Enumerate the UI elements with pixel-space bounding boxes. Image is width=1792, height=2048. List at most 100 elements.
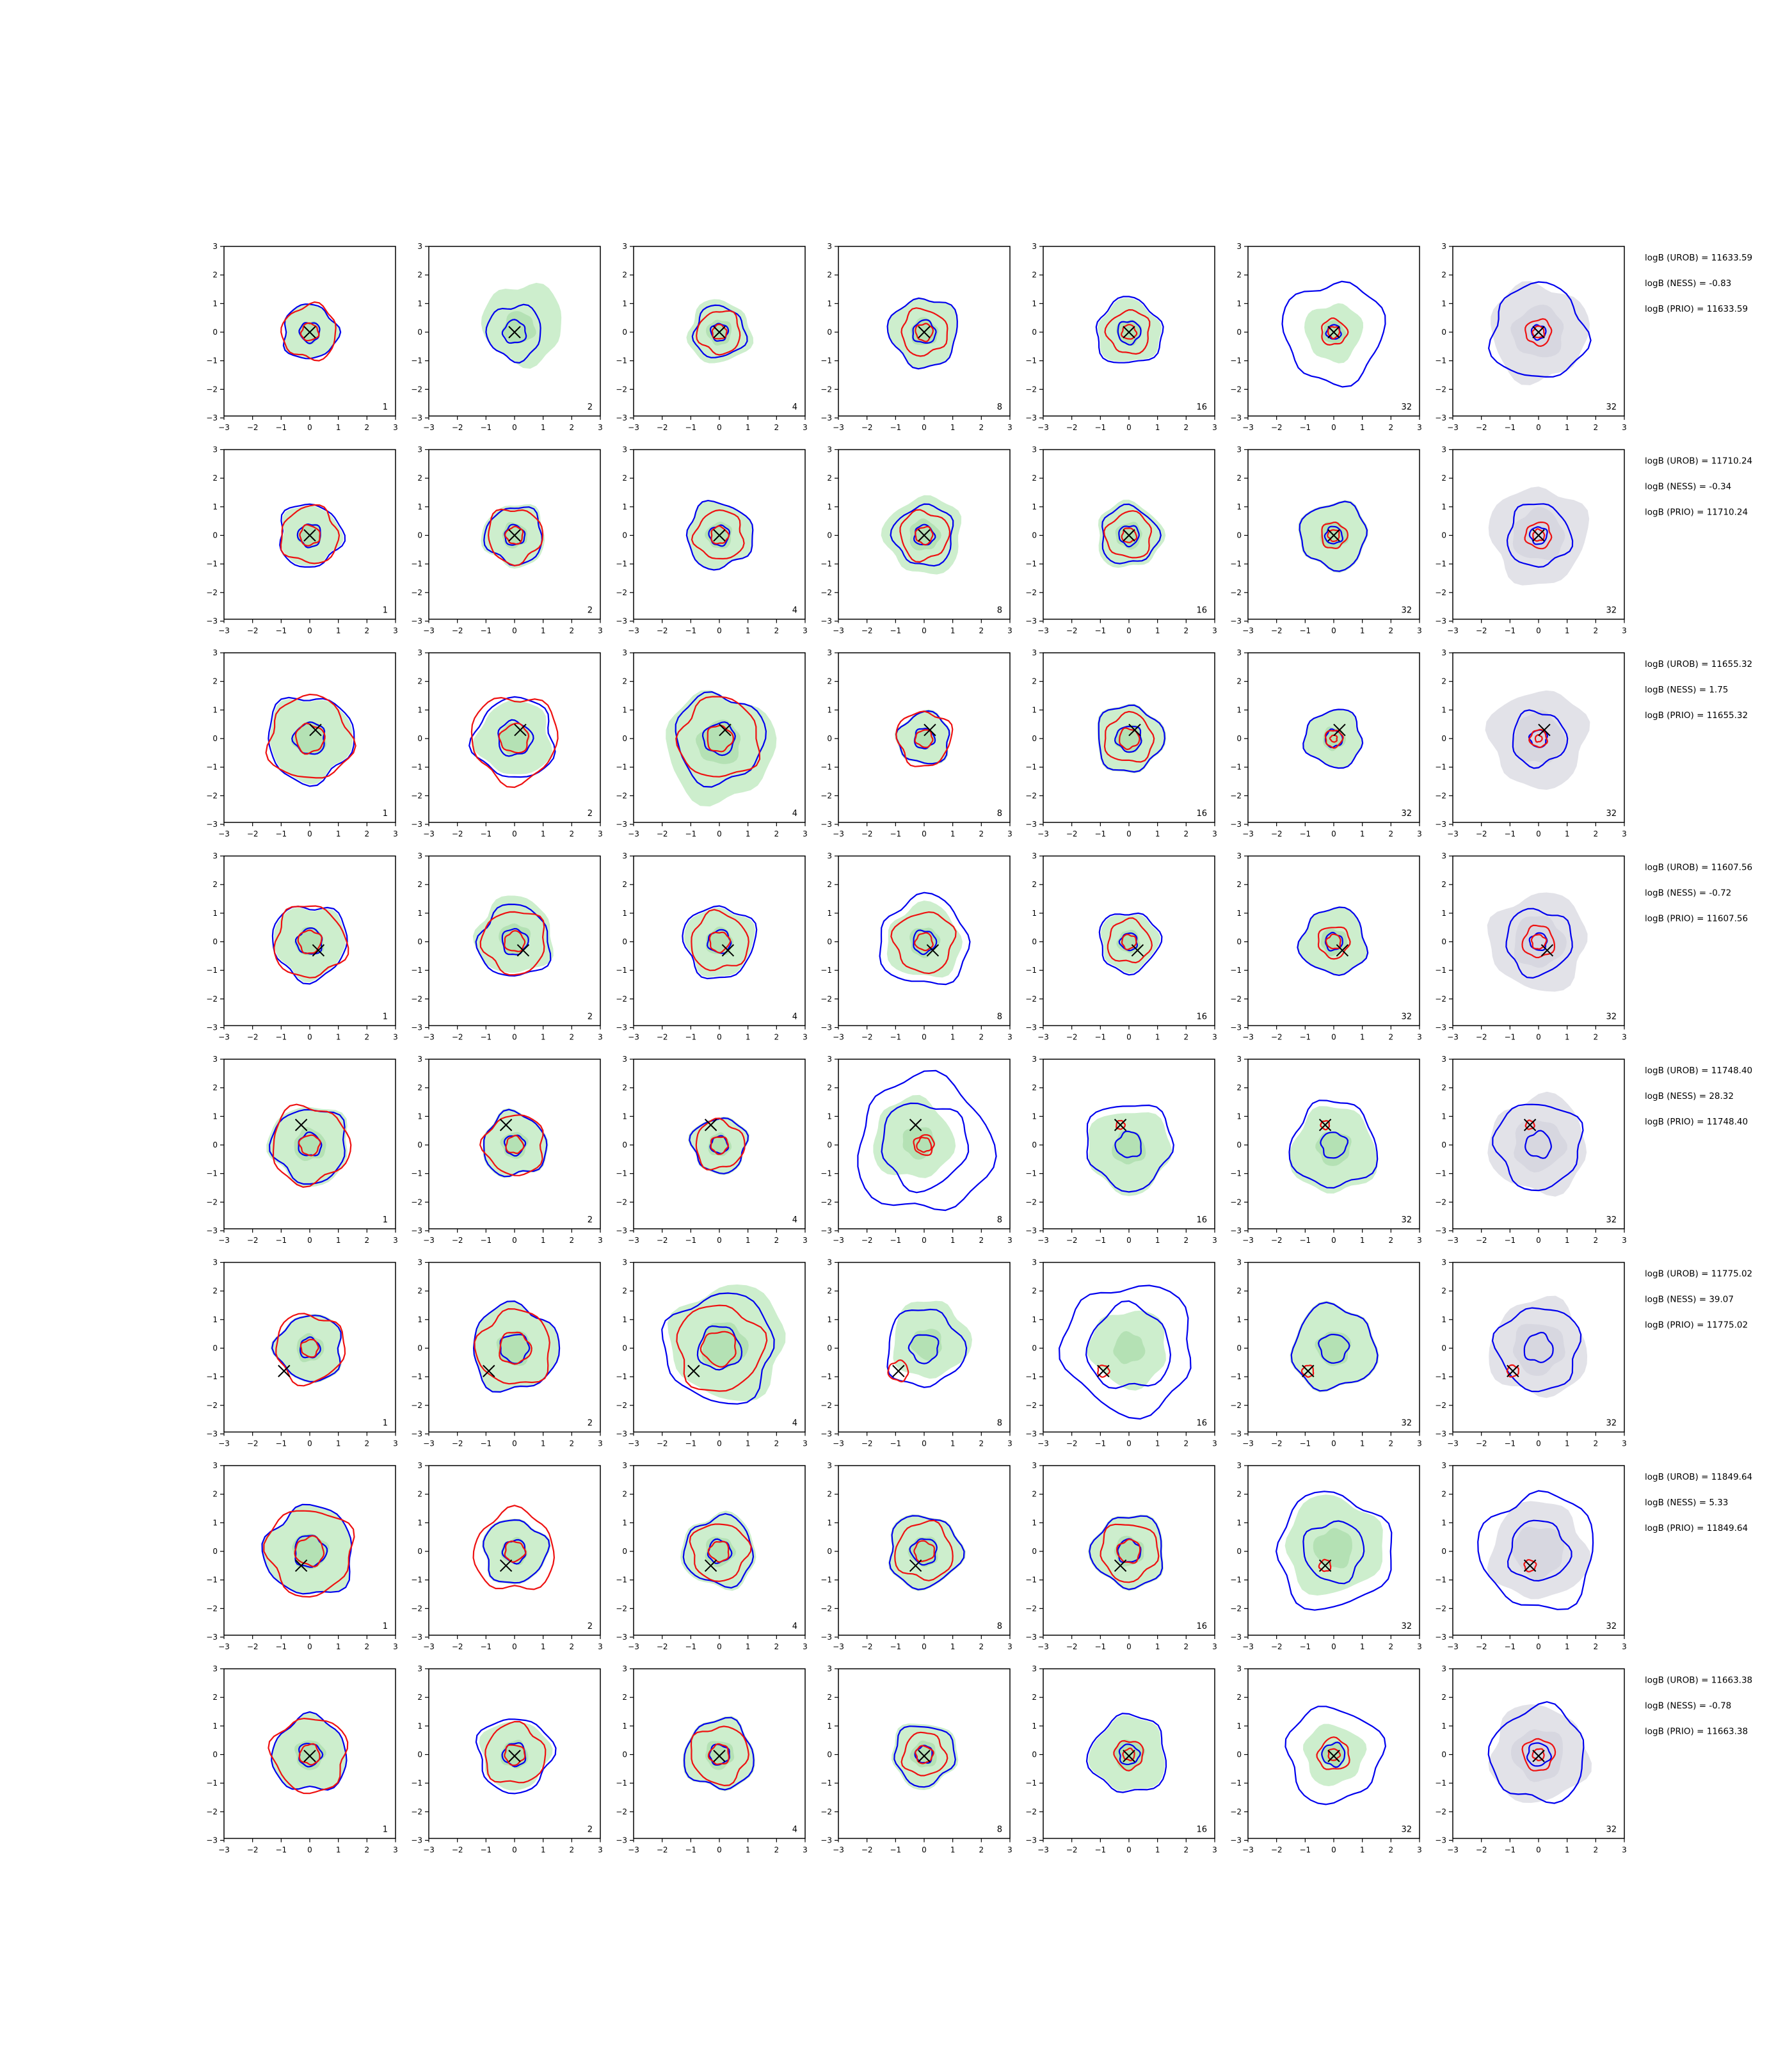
x-tick-label: −2	[1476, 1642, 1487, 1651]
x-tick-label: 3	[598, 1033, 603, 1042]
red-contour	[887, 1359, 909, 1383]
y-tick-label: −3	[616, 1633, 627, 1642]
x-tick-label: 0	[1536, 1439, 1541, 1448]
y-tick-label: −3	[616, 1023, 627, 1032]
x-tick-label: −1	[275, 1236, 287, 1245]
y-tick-label: 0	[212, 328, 218, 337]
x-tick-label: −3	[628, 1846, 639, 1855]
panel-index-label: 8	[997, 1012, 1002, 1022]
x-tick-label: −3	[833, 829, 844, 838]
blue-contour	[296, 523, 321, 548]
red-contour	[294, 723, 326, 755]
x-tick-label: 1	[746, 1642, 751, 1651]
y-tick-label: 2	[212, 271, 218, 280]
red-contour	[487, 508, 544, 566]
logB-annotation-r7: logB (UROB) = 11849.64 logB (NESS) = 5.33…	[1645, 1472, 1752, 1533]
x-tick-label: 1	[746, 1033, 751, 1042]
reference-region-inner	[291, 721, 327, 755]
x-tick-label: 0	[1126, 1846, 1132, 1855]
x-tick-label: 3	[598, 1846, 603, 1855]
x-tick-label: 3	[598, 423, 603, 432]
x-tick-label: −2	[1271, 829, 1283, 838]
x-tick-label: 1	[336, 1846, 341, 1855]
x-tick-label: −2	[1271, 1236, 1283, 1245]
truth-marker	[1131, 944, 1144, 957]
x-tick-label: −3	[423, 627, 435, 636]
truth-marker	[926, 944, 940, 957]
blue-contour	[1085, 1713, 1167, 1793]
y-tick-label: 0	[1441, 1750, 1446, 1759]
y-tick-label: −1	[1230, 1372, 1242, 1381]
blue-contour	[1288, 1100, 1379, 1189]
x-tick-label: −3	[423, 423, 435, 432]
y-tick-label: −3	[820, 1430, 832, 1439]
blue-contour	[1530, 324, 1547, 341]
x-tick-label: −1	[1094, 1033, 1106, 1042]
y-tick-label: 3	[212, 242, 218, 251]
x-tick-label: 0	[512, 1846, 517, 1855]
y-tick-label: 2	[1032, 1286, 1037, 1295]
blue-contour	[483, 506, 543, 566]
y-tick-label: 3	[1236, 1055, 1242, 1064]
y-tick-label: −1	[616, 1576, 627, 1585]
panel-index-label: 1	[383, 1419, 388, 1428]
x-tick-label: −3	[1242, 1642, 1254, 1651]
x-tick-label: −1	[1094, 1846, 1106, 1855]
y-tick-label: 2	[827, 1084, 832, 1092]
x-tick-label: 2	[570, 627, 575, 636]
red-contour	[1523, 1559, 1537, 1572]
y-tick-label: 0	[1236, 531, 1242, 540]
x-tick-label: −2	[861, 829, 873, 838]
red-contour	[1300, 1364, 1315, 1378]
y-tick-label: 0	[1236, 1547, 1242, 1556]
x-tick-label: 2	[774, 1642, 780, 1651]
y-tick-label: −2	[411, 385, 422, 394]
x-tick-label: 3	[1622, 423, 1627, 432]
y-tick-label: −2	[411, 1401, 422, 1410]
panel-r2-c7: −3−3 −2 −2 −1 −1 0 0 1 1 2 2 3 3 32	[1435, 445, 1627, 636]
y-tick-label: 3	[212, 852, 218, 861]
panel-r3-c7: −3−3 −2 −2 −1 −1 0 0 1 1 2 2 3 3 32	[1435, 648, 1627, 838]
y-tick-label: 3	[1032, 1258, 1037, 1267]
x-tick-label: −2	[1476, 627, 1487, 636]
y-tick-label: −3	[1230, 1023, 1242, 1032]
y-tick-label: 1	[1032, 1315, 1037, 1324]
panel-r5-c1: −3−3 −2 −2 −1 −1 0 0 1 1 2 2 3 3 1	[206, 1055, 398, 1245]
x-tick-label: −1	[685, 1846, 696, 1855]
x-tick-label: 0	[717, 423, 722, 432]
red-contour	[479, 1114, 544, 1176]
y-tick-label: −1	[1230, 1576, 1242, 1585]
y-tick-label: 0	[1032, 531, 1037, 540]
y-tick-label: 3	[622, 445, 627, 454]
x-tick-label: −1	[1504, 1236, 1516, 1245]
y-tick-label: 3	[417, 852, 422, 861]
x-tick-label: −1	[890, 829, 901, 838]
y-tick-label: 1	[417, 1315, 422, 1324]
panel-index-label: 8	[997, 1419, 1002, 1428]
panel-index-label: 1	[383, 1825, 388, 1835]
x-tick-label: 3	[1007, 1642, 1012, 1651]
blue-contour	[912, 319, 937, 344]
y-tick-label: −2	[820, 1807, 832, 1816]
blue-contour	[298, 1131, 323, 1156]
y-tick-label: 0	[212, 1140, 218, 1149]
panel-r7-c3: −3−3 −2 −2 −1 −1 0 0 1 1 2 2 3 3 4	[616, 1461, 808, 1651]
x-tick-label: −1	[1094, 1642, 1106, 1651]
x-tick-label: 2	[1594, 1846, 1599, 1855]
y-tick-label: −2	[206, 588, 218, 597]
red-contour	[915, 525, 934, 546]
y-tick-label: −3	[820, 617, 832, 626]
prior-region-inner	[1514, 1119, 1567, 1172]
y-tick-label: 3	[1441, 242, 1446, 251]
y-tick-label: 0	[1441, 328, 1446, 337]
y-tick-label: −1	[1025, 966, 1037, 975]
x-tick-label: 1	[1360, 423, 1365, 432]
x-tick-label: 0	[717, 1033, 722, 1042]
logB-annotation-r1: logB (UROB) = 11633.59 logB (NESS) = -0.8…	[1645, 253, 1752, 314]
x-tick-label: 0	[922, 1236, 927, 1245]
y-tick-label: 0	[1236, 1750, 1242, 1759]
panel-r3-c2: −3−3 −2 −2 −1 −1 0 0 1 1 2 2 3 3 2	[411, 648, 603, 838]
x-tick-label: 1	[541, 1033, 546, 1042]
blue-contour	[1085, 1300, 1172, 1389]
logB-text: logB (UROB) = 11663.38	[1645, 1676, 1752, 1686]
